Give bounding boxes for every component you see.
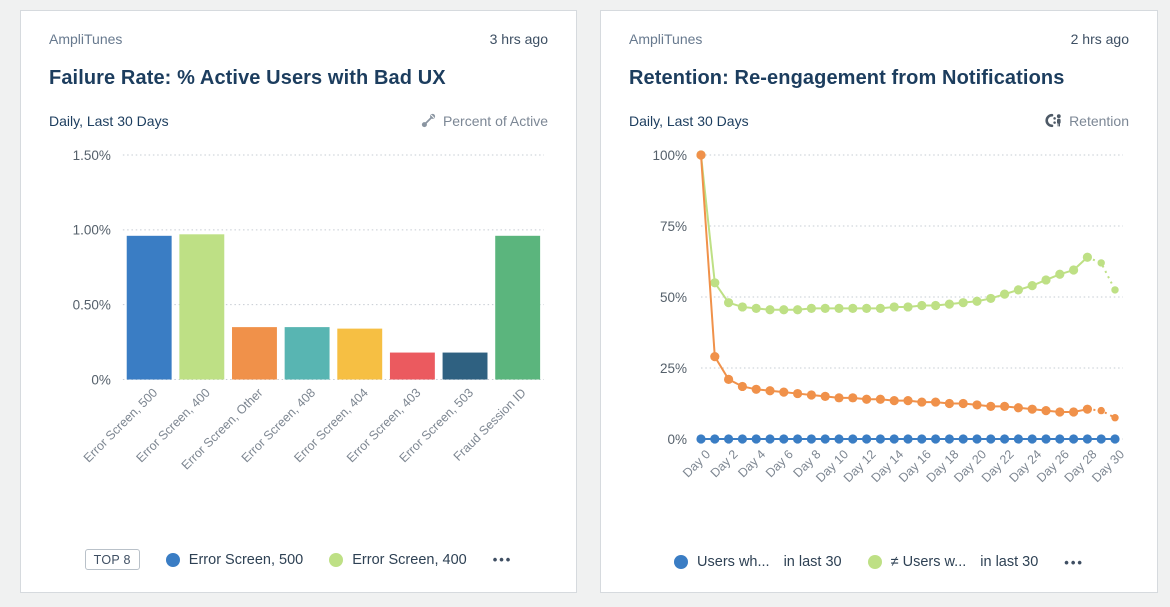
legend-more-button[interactable]: ••• — [492, 552, 513, 567]
card-header: AmpliTunes 3 hrs ago — [49, 31, 548, 47]
svg-text:Day 6: Day 6 — [763, 447, 796, 480]
legend-items: Users wh... in last 30 ≠ Users w... in last… — [674, 554, 1038, 570]
legend-label-suffix: in last 30 — [783, 554, 842, 570]
series-color-dot — [867, 555, 882, 569]
legend-item[interactable]: Error Screen, 500 — [165, 551, 304, 568]
svg-text:1.00%: 1.00% — [73, 223, 111, 238]
svg-text:100%: 100% — [652, 148, 687, 163]
legend-label: ≠ Users w... — [890, 554, 967, 570]
svg-text:0.50%: 0.50% — [73, 297, 111, 312]
legend-label: Users wh... — [697, 554, 770, 570]
legend-label-suffix: in last 30 — [980, 554, 1039, 570]
legend-item[interactable]: Error Screen, 400 — [329, 551, 467, 568]
legend-item[interactable]: ≠ Users w... in last 30 — [867, 554, 1039, 570]
source-link[interactable]: AmpliTunes — [629, 31, 703, 47]
legend-items: Error Screen, 500 Error Screen, 400 — [165, 551, 467, 568]
legend-label: Error Screen, 400 — [352, 551, 467, 568]
svg-text:Day 2: Day 2 — [708, 447, 741, 480]
svg-text:Day 4: Day 4 — [735, 447, 768, 480]
chart-type-text: Percent of Active — [442, 112, 548, 129]
chart-subheader: Daily, Last 30 Days Percent of Active — [49, 112, 548, 129]
svg-text:25%: 25% — [660, 361, 687, 376]
svg-text:50%: 50% — [660, 290, 687, 305]
updated-timestamp: 2 hrs ago — [1070, 31, 1129, 47]
chart-title[interactable]: Failure Rate: % Active Users with Bad UX — [49, 67, 446, 89]
legend-label: Error Screen, 500 — [188, 551, 304, 568]
retention-card: AmpliTunes 2 hrs ago Retention: Re-engag… — [600, 10, 1158, 593]
series-color-dot — [329, 552, 344, 567]
legend: TOP 8 Error Screen, 500 Error Screen, 400… — [49, 549, 548, 578]
chart-type-label: Percent of Active — [420, 112, 548, 129]
series-color-dot — [674, 555, 689, 569]
svg-text:0%: 0% — [91, 372, 110, 387]
chart-title[interactable]: Retention: Re-engagement from Notificati… — [629, 67, 1065, 89]
svg-text:75%: 75% — [660, 219, 687, 234]
chart-type-text: Retention — [1069, 112, 1129, 129]
svg-text:0%: 0% — [667, 432, 687, 447]
svg-text:Day 0: Day 0 — [680, 447, 713, 480]
legend: Users wh... in last 30 ≠ Users w... in last… — [629, 554, 1129, 578]
trend-icon — [421, 113, 436, 128]
retention-icon — [1045, 113, 1061, 128]
date-range-label: Daily, Last 30 Days — [629, 112, 749, 129]
legend-item[interactable]: Users wh... in last 30 — [674, 554, 842, 570]
top-n-badge[interactable]: TOP 8 — [84, 549, 140, 570]
series-color-dot — [165, 552, 180, 567]
svg-text:1.50%: 1.50% — [73, 148, 111, 163]
date-range-label: Daily, Last 30 Days — [49, 112, 169, 129]
failure-bar-chart[interactable]: 0%0.50%1.00%1.50%Error Screen, 500Error … — [49, 139, 548, 498]
legend-more-button[interactable]: ••• — [1064, 554, 1084, 570]
card-header: AmpliTunes 2 hrs ago — [629, 31, 1129, 47]
chart-subheader: Daily, Last 30 Days Retention — [629, 112, 1129, 129]
chart-type-label: Retention — [1041, 112, 1129, 129]
source-link[interactable]: AmpliTunes — [49, 31, 123, 47]
failure-rate-card: AmpliTunes 3 hrs ago Failure Rate: % Act… — [20, 10, 577, 593]
updated-timestamp: 3 hrs ago — [489, 31, 548, 47]
